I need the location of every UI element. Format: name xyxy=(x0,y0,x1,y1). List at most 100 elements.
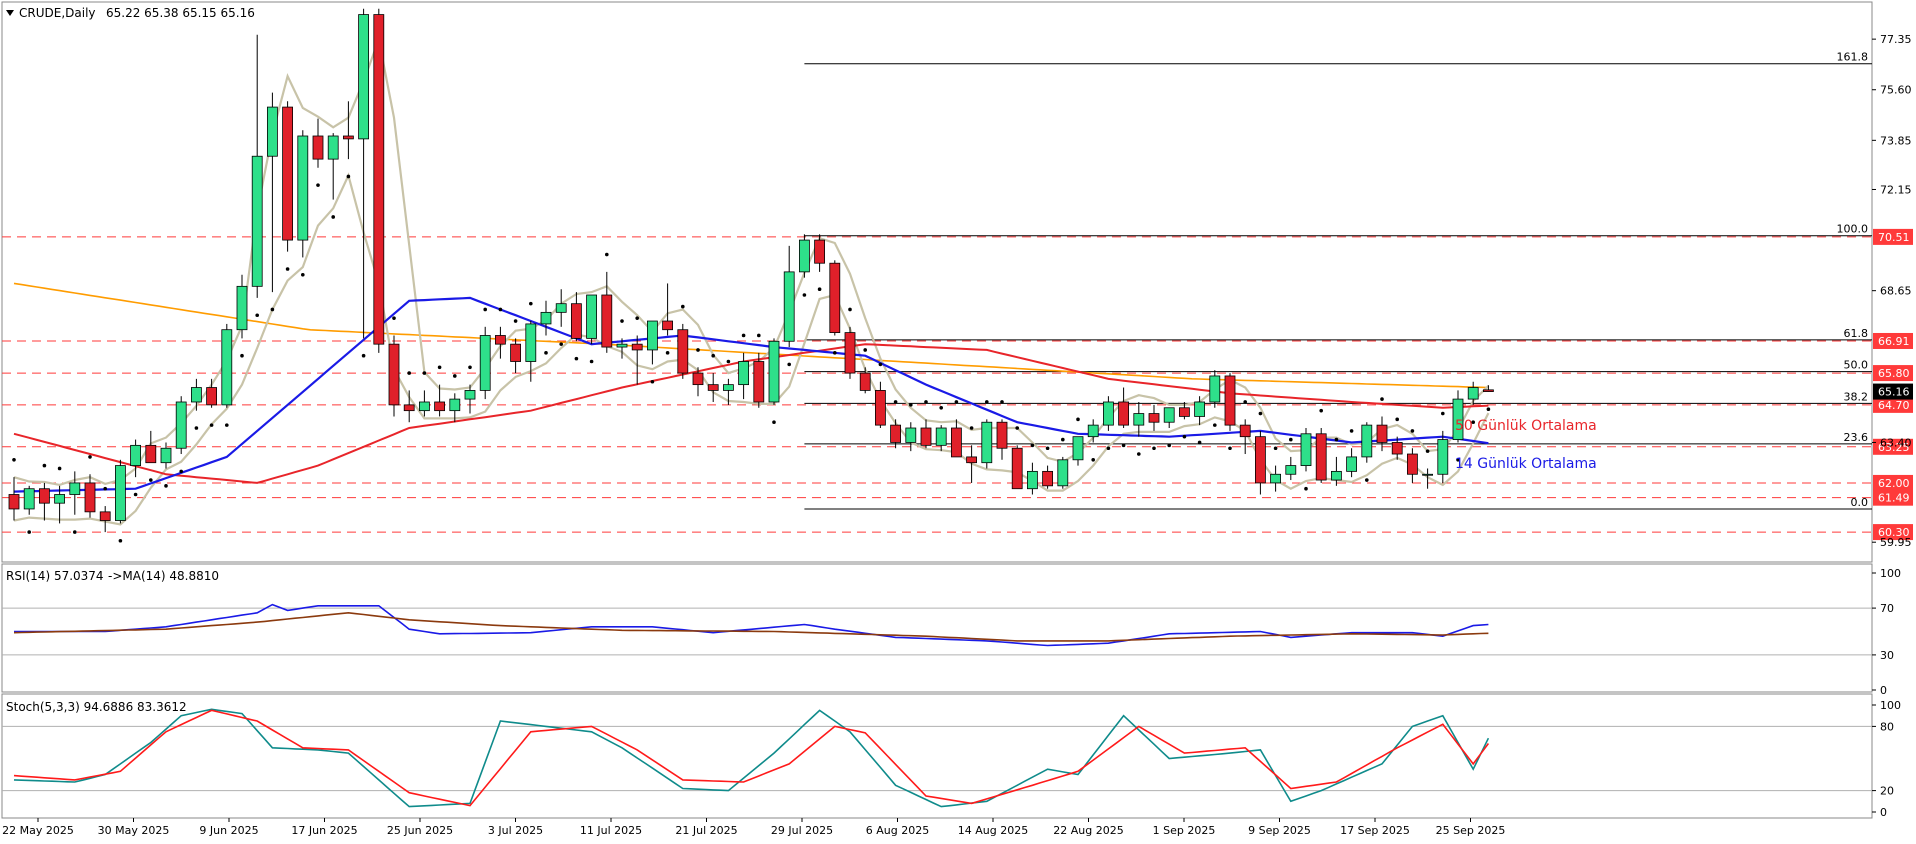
sar-dot xyxy=(605,252,609,257)
candle-body xyxy=(1072,436,1084,461)
osc-tick-label: 100 xyxy=(1880,699,1901,712)
ohlc-readout: 65.22 65.38 65.15 65.16 xyxy=(106,6,255,20)
osc-series-0 xyxy=(14,603,1489,647)
sar-dot xyxy=(331,215,336,219)
osc-series-1 xyxy=(13,709,1490,807)
level-tag xyxy=(1873,474,1913,491)
time-tick-label: 17 Jun 2025 xyxy=(291,824,357,837)
level-tag-label: 60.30 xyxy=(1878,526,1910,539)
candle-body xyxy=(403,404,415,412)
candle-body xyxy=(1011,447,1023,490)
sar-dot xyxy=(437,365,442,370)
sar-dot xyxy=(559,342,563,346)
fib-label: 50.0 xyxy=(1844,359,1869,372)
sar-dot xyxy=(316,183,320,187)
sar-dot xyxy=(1091,458,1095,462)
candle-body xyxy=(525,323,537,362)
sar-dot xyxy=(1213,423,1217,427)
sar-dot xyxy=(1289,437,1293,442)
sar-dot xyxy=(1349,429,1354,433)
candle-body xyxy=(1027,470,1038,490)
osc-series-1 xyxy=(13,611,1489,642)
candle-body xyxy=(1300,433,1312,466)
candle-body xyxy=(1239,424,1251,438)
rsi-title: RSI(14) 57.0374 xyxy=(6,569,104,583)
sar-dot xyxy=(1273,446,1278,451)
price-tick-label: 68.65 xyxy=(1880,285,1912,298)
sar-dot xyxy=(27,530,32,534)
candle-body xyxy=(1346,456,1357,472)
candle-body xyxy=(555,303,567,313)
price-tick-label: 72.15 xyxy=(1880,183,1912,196)
sar-dot xyxy=(392,316,396,320)
fibonacci-levels: 161.8 100.0 61.8 50.0 38.2 23.6 0.0 xyxy=(804,51,1872,510)
sar-dot xyxy=(103,486,107,491)
osc-tick-label: 0 xyxy=(1880,684,1887,697)
sar-dot xyxy=(1425,449,1430,453)
candle-body xyxy=(1133,413,1145,426)
candle-body xyxy=(130,444,142,466)
sar-dot xyxy=(529,301,533,306)
stoch-pane: 100 80 20 0 Stoch(5,3,3) 94.6886 83.3612 xyxy=(1,693,1901,819)
fib-label: 0.0 xyxy=(1851,496,1869,509)
sar-dot xyxy=(1030,443,1035,448)
sar-dot xyxy=(1061,437,1065,442)
rsi-levels xyxy=(2,607,1872,656)
candle-body xyxy=(312,135,324,160)
candle-body xyxy=(1042,470,1053,487)
sar-dot xyxy=(741,333,746,338)
candle-body xyxy=(1057,459,1069,487)
candle-body xyxy=(844,332,856,374)
sar-dot xyxy=(909,403,913,407)
sar-dot xyxy=(1182,434,1187,439)
sar-dot xyxy=(711,353,715,358)
candle-body xyxy=(783,271,795,342)
candle-body xyxy=(39,488,50,504)
candle-body xyxy=(1391,442,1403,455)
sar-dot xyxy=(1441,411,1445,416)
candle-body xyxy=(616,343,628,348)
level-tag xyxy=(1873,438,1913,455)
time-tick-label: 21 Jul 2025 xyxy=(675,824,737,837)
candle-body xyxy=(175,401,187,449)
level-tag xyxy=(1873,332,1913,349)
sar-dot xyxy=(1304,486,1308,491)
sar-dot xyxy=(255,313,259,318)
horizontal-levels: 70.51 66.91 65.80 64.70 63.25 62.00 61.49 60.30 xyxy=(2,228,1913,541)
collapse-arrow-icon[interactable] xyxy=(6,10,14,16)
time-tick-label: 22 May 2025 xyxy=(2,824,74,837)
sar-dot xyxy=(118,538,123,543)
sar-dot xyxy=(1045,446,1050,451)
level-tag-label: 62.00 xyxy=(1878,477,1910,490)
candle-body xyxy=(1194,401,1205,417)
sar-dot xyxy=(620,319,624,323)
candle-body xyxy=(23,488,35,510)
sar-dot xyxy=(1258,411,1263,416)
time-tick-label: 29 Jul 2025 xyxy=(771,824,833,837)
sar-dot xyxy=(1228,446,1232,451)
candle-body xyxy=(1179,407,1190,417)
candle-body xyxy=(160,447,172,464)
level-tag-label: 64.70 xyxy=(1878,399,1910,412)
sar-dot xyxy=(57,466,62,471)
ma50-line xyxy=(13,343,1489,484)
candle-body xyxy=(358,14,370,140)
sar-dot xyxy=(696,348,700,352)
time-tick-label: 22 Aug 2025 xyxy=(1053,824,1123,837)
sar-dot xyxy=(893,400,898,404)
sar-dot xyxy=(209,423,214,427)
stoch-lines xyxy=(13,708,1490,808)
sar-dot xyxy=(1137,452,1141,456)
candle-body xyxy=(1361,424,1373,458)
price-pane: 70.51 66.91 65.80 64.70 63.25 62.00 61.49 60.30… xyxy=(1,1,1913,563)
sar-dot xyxy=(787,362,791,367)
time-tick-label: 3 Jul 2025 xyxy=(488,824,543,837)
candle-body xyxy=(753,361,765,403)
parabolic-sar-dots xyxy=(12,174,1491,543)
candle-body xyxy=(418,401,430,412)
time-tick-label: 9 Jun 2025 xyxy=(199,824,258,837)
rsi-pane-border xyxy=(1,563,1873,693)
candle-body xyxy=(905,427,917,443)
sar-dot xyxy=(346,174,351,179)
